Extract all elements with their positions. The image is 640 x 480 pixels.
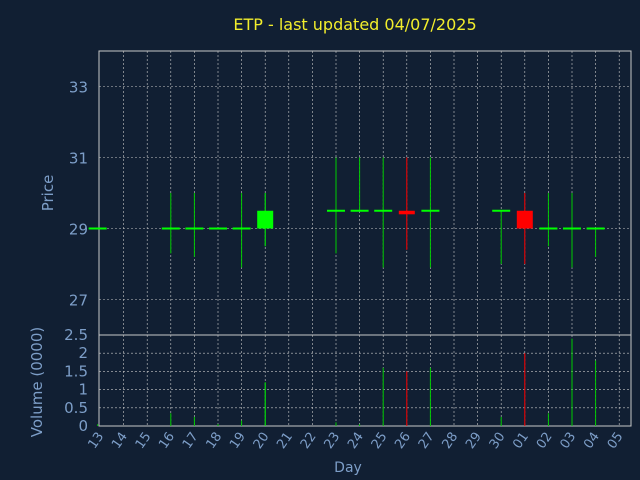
candle-body: [398, 210, 415, 215]
candle-body: [88, 227, 107, 230]
candle-body: [185, 227, 204, 230]
chart-title: ETP - last updated 04/07/2025: [233, 15, 476, 34]
x-axis-label: Day: [334, 460, 362, 476]
candle-body: [516, 210, 533, 229]
volume-tick-label: 0: [78, 417, 88, 435]
price-tick-label: 27: [69, 292, 88, 310]
candle-body: [257, 210, 274, 229]
volume-axis-ticks: 00.511.522.5: [64, 326, 88, 435]
x-axis-ticks: 13 14 15 16 17 18 19 20 21 22 23 24 25 26 27 28 29 30 01 02…: [85, 430, 626, 452]
candle-body: [586, 227, 605, 230]
price-axis-label: Price: [39, 175, 57, 212]
price-tick-label: 31: [69, 150, 88, 168]
volume-tick-label: 0.5: [64, 399, 88, 417]
candle-body: [539, 227, 558, 230]
volume-tick-label: 2: [78, 344, 88, 362]
candle-body: [421, 209, 440, 212]
volume-tick-label: 2.5: [64, 326, 88, 344]
price-tick-label: 29: [69, 221, 88, 239]
volume-tick-label: 1: [78, 381, 88, 399]
volume-panel-frame: [98, 334, 632, 427]
candle-body: [209, 227, 227, 230]
candle-body: [492, 209, 511, 212]
candle-body: [374, 209, 393, 212]
volume-tick-label: 1.5: [64, 362, 88, 380]
price-axis-ticks: 27 29 31 33: [69, 79, 88, 310]
candles: [88, 157, 605, 268]
candle-body: [161, 227, 180, 230]
candle-body: [327, 209, 345, 212]
volume-axis-label: Volume (0000): [28, 327, 46, 437]
candle-body: [563, 227, 581, 230]
price-panel: 27 29 31 33 Price: [39, 50, 632, 336]
volume-panel: 00.511.522.5 Volume (0000): [28, 326, 632, 437]
candle-body: [350, 209, 369, 212]
price-tick-label: 33: [69, 79, 88, 97]
volume-bars: [97, 338, 597, 426]
candle-body: [232, 227, 251, 230]
